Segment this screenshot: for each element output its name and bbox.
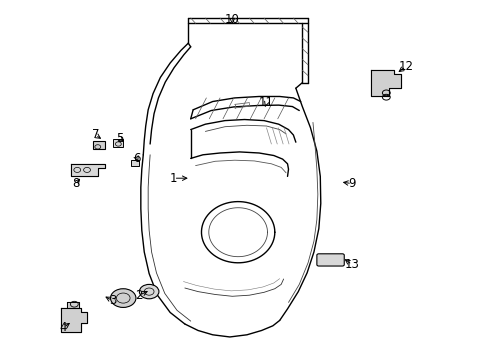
FancyBboxPatch shape <box>316 254 344 266</box>
Circle shape <box>110 289 136 307</box>
Text: 2: 2 <box>135 289 143 302</box>
Polygon shape <box>370 70 400 96</box>
Text: 8: 8 <box>72 177 80 190</box>
Polygon shape <box>61 308 87 332</box>
Polygon shape <box>67 302 79 308</box>
Circle shape <box>70 301 78 307</box>
Text: 1: 1 <box>169 172 177 185</box>
Text: 5: 5 <box>116 132 123 145</box>
Text: 11: 11 <box>259 96 273 109</box>
Circle shape <box>139 284 159 299</box>
Text: 6: 6 <box>133 152 141 165</box>
Text: 4: 4 <box>60 321 67 334</box>
Polygon shape <box>71 164 105 176</box>
FancyBboxPatch shape <box>113 139 123 147</box>
Text: 7: 7 <box>91 129 99 141</box>
Text: 12: 12 <box>398 60 412 73</box>
Text: 13: 13 <box>344 258 359 271</box>
Text: 9: 9 <box>347 177 355 190</box>
Text: 3: 3 <box>108 294 116 307</box>
FancyBboxPatch shape <box>131 160 139 166</box>
FancyBboxPatch shape <box>93 141 105 149</box>
Text: 10: 10 <box>224 13 239 26</box>
